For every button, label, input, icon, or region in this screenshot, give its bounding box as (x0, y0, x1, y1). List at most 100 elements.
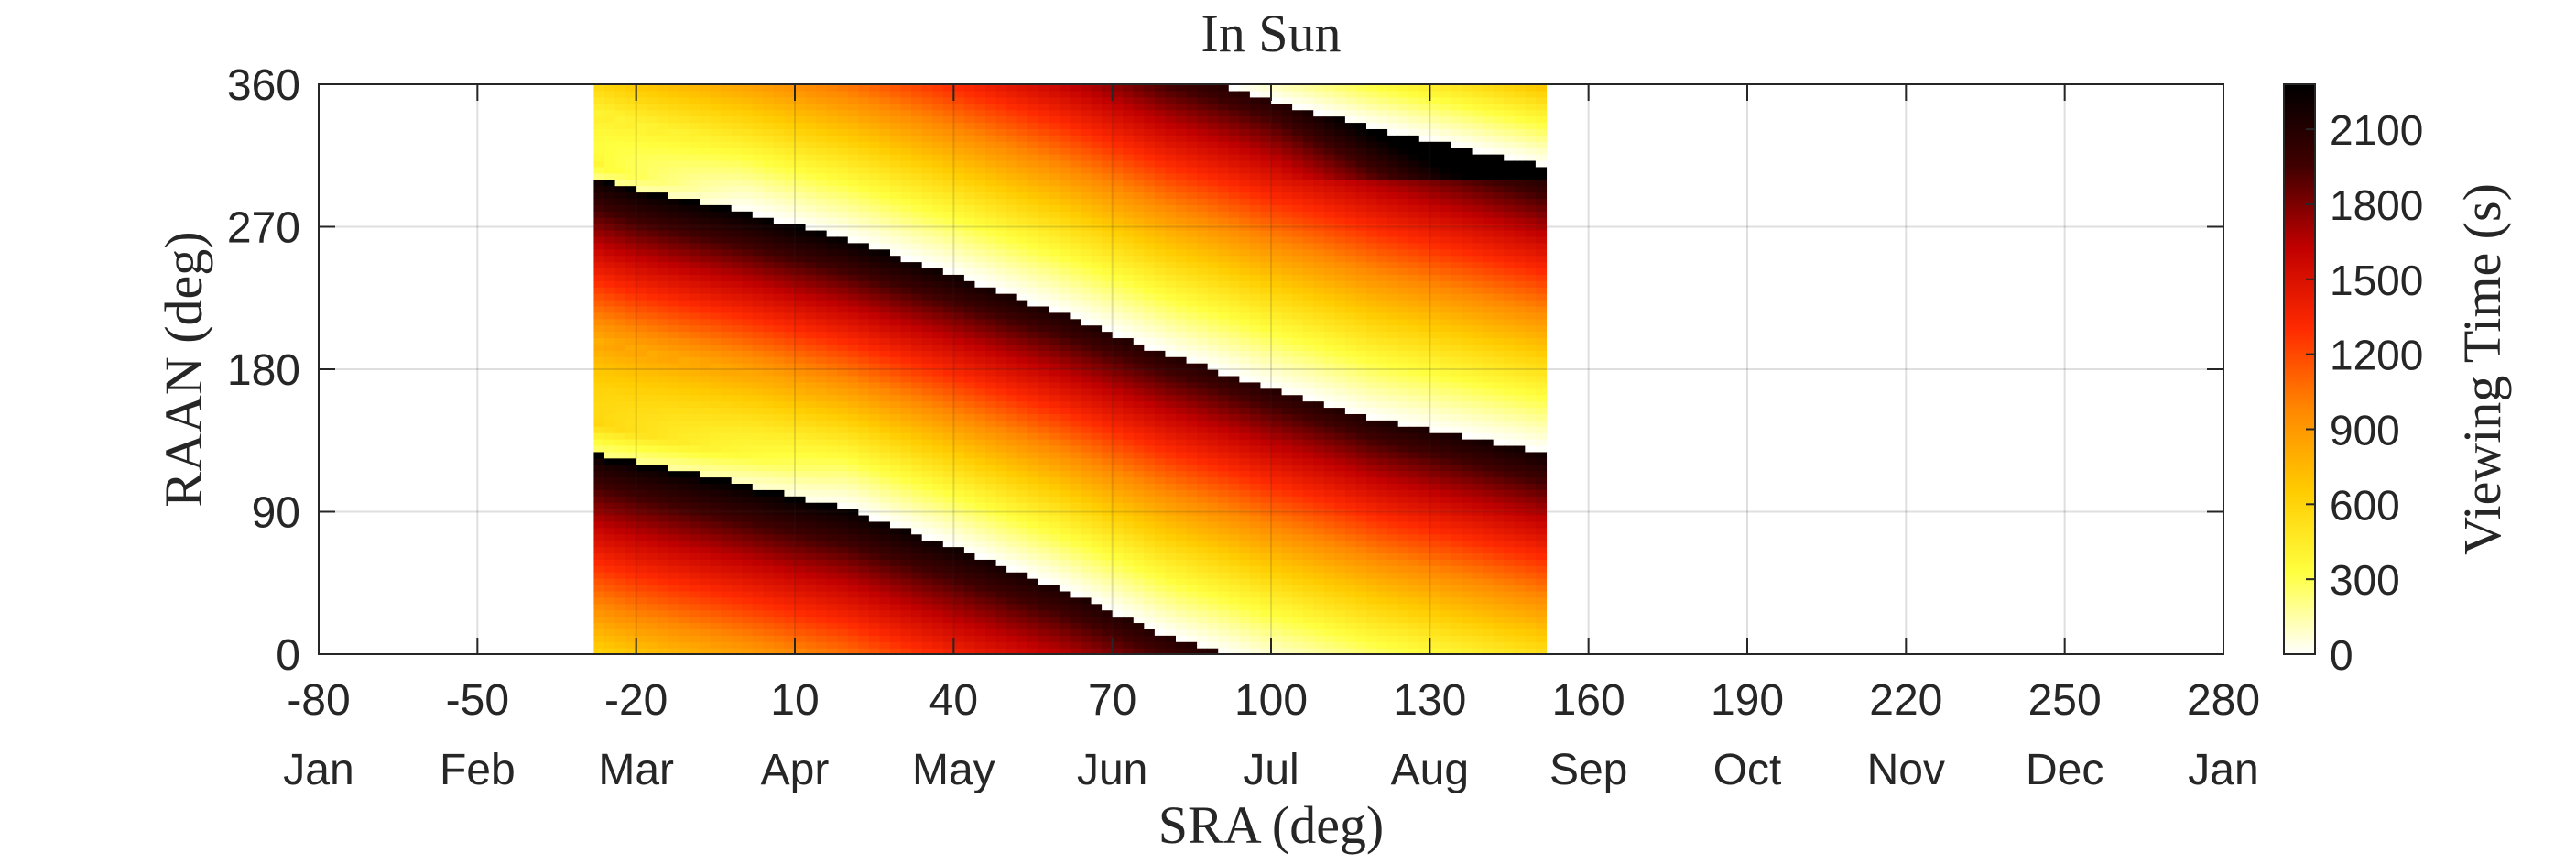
heatmap-cell (816, 584, 828, 592)
heatmap-cell (689, 204, 701, 212)
heatmap-cell (826, 489, 838, 497)
heatmap-cell (647, 394, 658, 402)
heatmap-cell (1059, 204, 1071, 212)
heatmap-cell (868, 489, 881, 497)
heatmap-cell (593, 312, 605, 320)
heatmap-cell (1059, 356, 1071, 364)
heatmap-cell (963, 509, 976, 516)
heatmap-cell (1038, 274, 1049, 281)
heatmap-cell (974, 603, 986, 611)
heatmap-cell (995, 483, 1007, 490)
heatmap-cell (1102, 154, 1114, 161)
heatmap-cell (1144, 135, 1156, 142)
heatmap-cell (868, 96, 881, 104)
heatmap-cell (721, 198, 733, 205)
heatmap-cell (636, 527, 647, 535)
heatmap-cell (1144, 255, 1156, 263)
heatmap-cell (879, 305, 891, 313)
heatmap-cell (921, 305, 933, 313)
heatmap-cell (1144, 363, 1156, 370)
heatmap-cell (1049, 318, 1060, 326)
heatmap-cell (710, 584, 722, 592)
heatmap-cell (604, 514, 616, 522)
heatmap-cell (795, 356, 807, 364)
heatmap-cell (700, 217, 712, 224)
heatmap-cell (995, 312, 1007, 320)
heatmap-cell (668, 509, 679, 516)
heatmap-cell (668, 90, 679, 98)
heatmap-cell (985, 444, 997, 453)
heatmap-cell (1165, 229, 1177, 237)
heatmap-cell (900, 439, 912, 446)
heatmap-cell (1165, 609, 1177, 618)
heatmap-cell (763, 211, 775, 218)
heatmap-cell (689, 483, 701, 490)
heatmap-cell (1112, 509, 1124, 516)
heatmap-cell (1091, 318, 1103, 326)
heatmap-cell (668, 185, 679, 193)
heatmap-cell (816, 318, 828, 326)
heatmap-cell (837, 546, 849, 554)
heatmap-cell (784, 552, 796, 560)
heatmap-cell (953, 84, 965, 92)
heatmap-cell (1091, 154, 1103, 161)
heatmap-cell (974, 616, 986, 624)
heatmap-cell (1176, 540, 1188, 548)
heatmap-cell (1049, 381, 1060, 389)
heatmap-cell (1154, 559, 1167, 566)
heatmap-cell (731, 337, 743, 345)
heatmap-cell (773, 400, 786, 409)
heatmap-cell (995, 394, 1007, 402)
heatmap-cell (731, 596, 743, 605)
heatmap-cell (953, 261, 965, 269)
heatmap-cell (1059, 305, 1071, 313)
heatmap-cell (847, 185, 859, 193)
heatmap-cell (1016, 457, 1028, 465)
heatmap-cell (1133, 324, 1145, 333)
heatmap-cell (805, 293, 817, 301)
heatmap-cell (752, 204, 764, 212)
heatmap-cell (1123, 609, 1135, 618)
heatmap-cell (1081, 135, 1092, 142)
heatmap-cell (890, 103, 902, 111)
heatmap-cell (625, 261, 637, 269)
heatmap-cell (689, 293, 701, 301)
heatmap-cell (1059, 148, 1071, 155)
heatmap-cell (1133, 356, 1145, 364)
heatmap-cell (731, 268, 743, 275)
heatmap-cell (826, 609, 838, 618)
heatmap-cell (657, 166, 668, 174)
heatmap-cell (1006, 483, 1018, 490)
heatmap-cell (763, 166, 775, 174)
heatmap-cell (1123, 185, 1135, 193)
heatmap-cell (593, 369, 605, 377)
heatmap-cell (858, 166, 870, 174)
heatmap-cell (1091, 375, 1103, 383)
heatmap-cell (868, 331, 881, 339)
heatmap-cell (995, 603, 1007, 611)
heatmap-cell (731, 489, 743, 497)
heatmap-cell (773, 293, 786, 301)
heatmap-cell (742, 464, 754, 472)
heatmap-cell (1144, 242, 1156, 250)
heatmap-cell (985, 318, 997, 326)
heatmap-cell (710, 109, 722, 117)
heatmap-cell (847, 350, 859, 357)
heatmap-cell (847, 229, 859, 237)
heatmap-cell (604, 280, 616, 288)
heatmap-cell (1165, 420, 1177, 427)
heatmap-cell (784, 432, 796, 440)
heatmap-cell (1112, 584, 1124, 592)
heatmap-cell (1176, 584, 1188, 592)
heatmap-cell (826, 520, 838, 529)
heatmap-cell (890, 641, 902, 649)
heatmap-cell (1070, 287, 1081, 294)
heatmap-cell (826, 115, 838, 124)
heatmap-cell (1154, 451, 1167, 459)
heatmap-cell (784, 255, 796, 263)
heatmap-cell (932, 394, 944, 402)
heatmap-cell (784, 439, 796, 446)
heatmap-cell (593, 572, 605, 579)
heatmap-cell (942, 578, 954, 585)
heatmap-cell (1038, 287, 1049, 294)
